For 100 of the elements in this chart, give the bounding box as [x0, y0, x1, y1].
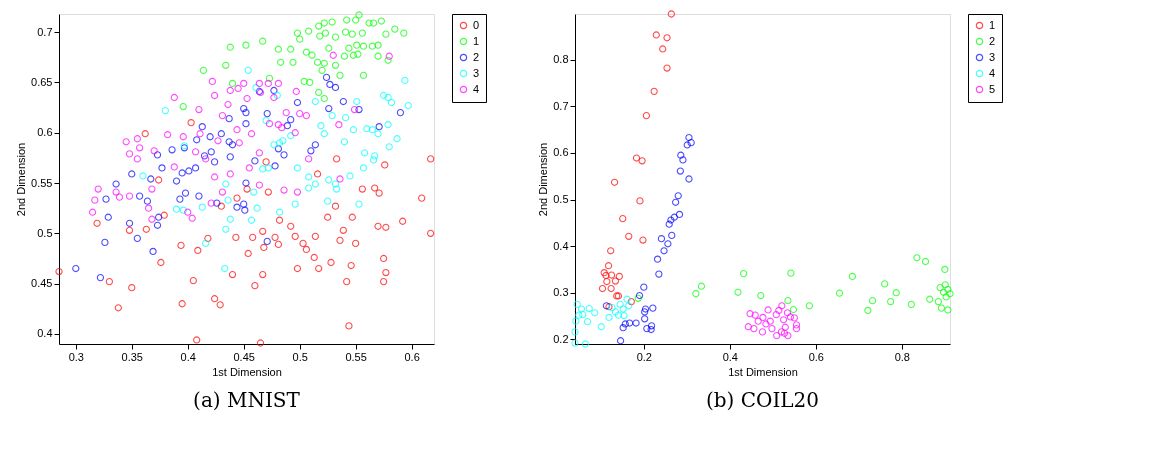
point	[287, 45, 295, 53]
point	[941, 281, 949, 289]
point	[937, 304, 946, 312]
point	[222, 61, 230, 69]
point	[332, 185, 341, 193]
point	[685, 175, 693, 183]
point	[778, 302, 786, 310]
point	[226, 43, 234, 51]
point	[777, 328, 786, 336]
y-tick-label: 0.2	[553, 332, 569, 345]
point	[632, 154, 641, 162]
point	[222, 225, 230, 233]
point	[772, 311, 780, 319]
point	[675, 210, 684, 219]
point	[368, 126, 377, 134]
point	[868, 297, 877, 305]
point	[660, 247, 668, 255]
point	[685, 133, 693, 142]
point	[358, 29, 366, 37]
point	[792, 321, 801, 329]
y-tick-label: 0.4	[553, 239, 569, 252]
point	[625, 319, 634, 327]
point	[641, 305, 650, 313]
y-tick-label: 0.7	[553, 99, 569, 112]
point	[296, 35, 304, 43]
point	[892, 289, 900, 297]
point	[625, 302, 633, 310]
point	[340, 52, 349, 60]
point	[781, 323, 789, 331]
point	[616, 300, 624, 309]
point	[311, 97, 319, 106]
point	[585, 304, 593, 313]
point	[572, 317, 580, 325]
point	[353, 97, 361, 106]
point	[573, 300, 581, 309]
x-tick-label: 0.45	[233, 350, 255, 363]
point	[308, 51, 316, 59]
point	[610, 178, 619, 186]
point	[355, 11, 363, 19]
y-axis-title: 2nd Dimension	[537, 142, 550, 217]
legend-label: 4	[989, 66, 996, 79]
point	[640, 283, 648, 291]
point	[734, 288, 742, 296]
point	[369, 19, 378, 27]
point	[139, 172, 147, 180]
point	[226, 215, 234, 223]
point	[202, 239, 210, 248]
x-tick-label: 0.6	[808, 350, 824, 363]
point	[274, 45, 283, 53]
point	[313, 58, 322, 66]
legend-label: 0	[473, 18, 480, 31]
point	[320, 59, 328, 67]
point	[687, 139, 695, 147]
point	[766, 317, 774, 325]
point	[325, 176, 333, 184]
point	[881, 280, 889, 288]
point	[384, 56, 392, 64]
point	[591, 309, 599, 317]
point	[744, 323, 752, 331]
point	[887, 297, 895, 306]
point	[779, 316, 788, 324]
point	[619, 214, 627, 223]
point	[374, 130, 382, 138]
point	[649, 304, 657, 312]
point	[259, 165, 267, 173]
point	[244, 66, 252, 74]
point	[598, 284, 607, 293]
point	[780, 329, 789, 337]
point	[293, 164, 302, 172]
point	[939, 288, 948, 296]
point	[625, 232, 633, 240]
point	[199, 66, 208, 74]
point	[179, 206, 187, 214]
point	[328, 111, 336, 120]
point	[835, 289, 844, 297]
point	[936, 283, 944, 292]
point	[320, 19, 328, 27]
point	[784, 331, 792, 340]
point	[757, 291, 765, 300]
point	[360, 149, 369, 157]
point	[647, 322, 656, 330]
point	[805, 302, 814, 310]
point	[368, 42, 377, 50]
point	[944, 285, 952, 294]
point	[172, 205, 181, 213]
point	[636, 197, 644, 205]
point	[275, 139, 284, 147]
point	[619, 324, 627, 332]
point	[926, 295, 934, 303]
point	[792, 324, 801, 333]
point	[355, 200, 363, 208]
point	[597, 323, 605, 331]
point	[614, 311, 623, 319]
point	[324, 197, 332, 205]
point	[341, 28, 350, 36]
point	[328, 18, 336, 26]
point	[620, 311, 628, 320]
point	[359, 164, 368, 172]
point	[665, 220, 673, 228]
point	[374, 52, 382, 60]
